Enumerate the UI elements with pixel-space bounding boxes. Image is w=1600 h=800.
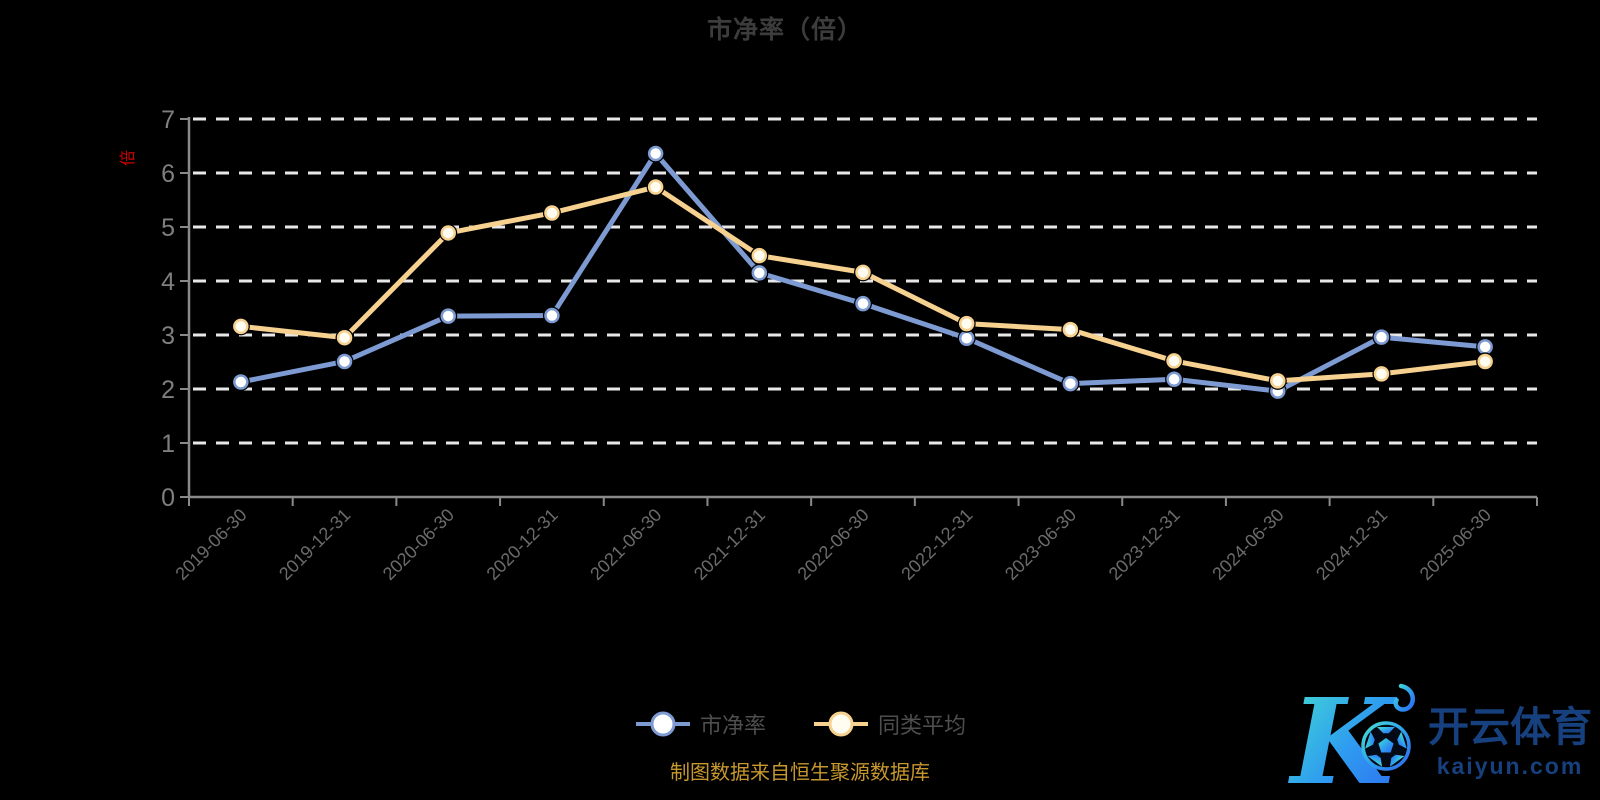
legend-item-avg[interactable]: 同类平均 xyxy=(812,708,966,740)
data-point[interactable] xyxy=(440,225,456,241)
data-point[interactable] xyxy=(647,145,664,162)
kaiyun-logo[interactable]: K 开云体育 kaiyun.com xyxy=(1280,665,1600,795)
data-point[interactable] xyxy=(1166,353,1182,369)
data-point[interactable] xyxy=(958,330,975,346)
y-axis-tick-label: 0 xyxy=(161,484,175,512)
kaiyun-k-mark: K xyxy=(1288,672,1416,795)
data-point[interactable] xyxy=(1477,339,1493,355)
data-point[interactable] xyxy=(233,318,249,335)
legend-item-pb[interactable]: 市净率 xyxy=(634,708,766,740)
data-point[interactable] xyxy=(958,315,975,332)
x-axis-tick-label: 2021-06-30 xyxy=(586,505,665,584)
legend-label-avg: 同类平均 xyxy=(878,713,967,738)
data-point[interactable] xyxy=(751,265,768,281)
axes: 0 1 2 3 4 5 6 7 xyxy=(161,106,1538,512)
data-point[interactable] xyxy=(1373,329,1390,345)
y-axis-tick-label: 1 xyxy=(161,430,175,458)
data-point[interactable] xyxy=(751,247,768,264)
data-point[interactable] xyxy=(233,374,249,390)
data-point[interactable] xyxy=(1062,321,1079,338)
soccer-ball-icon xyxy=(1361,721,1411,771)
logo-domain-text: kaiyun.com xyxy=(1437,753,1584,779)
x-axis-tick-label: 2020-12-31 xyxy=(483,505,562,584)
data-point[interactable] xyxy=(1477,353,1493,370)
x-axis-tick-label: 2025-06-30 xyxy=(1416,505,1495,584)
data-point[interactable] xyxy=(544,205,560,221)
x-axis-tick-label: 2023-06-30 xyxy=(1001,505,1080,584)
y-axis-tick-label: 6 xyxy=(161,160,175,188)
y-axis-tick-label: 7 xyxy=(161,106,175,134)
x-axis-tick-label: 2022-12-31 xyxy=(897,505,976,584)
data-point[interactable] xyxy=(855,264,871,281)
x-axis-tick-label: 2024-06-30 xyxy=(1208,505,1287,584)
x-axis-labels: 2019-06-30 2019-12-31 2020-06-30 2020-12-31… xyxy=(171,505,1495,584)
x-axis-tick-label: 2019-06-30 xyxy=(171,505,250,584)
data-point[interactable] xyxy=(1166,371,1182,388)
data-point[interactable] xyxy=(440,308,456,324)
data-point[interactable] xyxy=(855,295,871,312)
x-axis-tick-label: 2021-12-31 xyxy=(690,505,769,584)
data-point[interactable] xyxy=(336,353,353,370)
legend-marker-pb-icon xyxy=(635,711,690,737)
legend-marker-avg-icon xyxy=(814,711,868,737)
data-point[interactable] xyxy=(1270,373,1286,389)
x-axis-tick-label: 2023-12-31 xyxy=(1105,505,1184,584)
y-axis-tick-label: 2 xyxy=(161,376,175,404)
data-point[interactable] xyxy=(336,329,353,346)
legend-label-pb: 市净率 xyxy=(699,713,766,738)
y-axis-tick-label: 5 xyxy=(161,214,175,242)
x-axis-tick-label: 2024-12-31 xyxy=(1312,505,1391,584)
x-axis-tick-label: 2022-06-30 xyxy=(794,505,873,584)
x-axis-tick-label: 2020-06-30 xyxy=(379,505,458,584)
chart-title: 市净率（倍） xyxy=(706,16,863,44)
data-point[interactable] xyxy=(1373,366,1390,382)
data-point[interactable] xyxy=(1062,375,1079,392)
logo-brand-text: 开云体育 xyxy=(1428,704,1592,750)
data-point[interactable] xyxy=(544,307,560,324)
y-axis-tick-label: 3 xyxy=(161,322,175,350)
logo-swirl-icon xyxy=(1393,683,1416,712)
chart-legend: 市净率 同类平均 xyxy=(0,702,1600,746)
data-source-note: 制图数据来自恒生聚源数据库 xyxy=(670,762,930,784)
x-axis-tick-label: 2019-12-31 xyxy=(275,505,354,584)
series-avg xyxy=(231,178,1495,390)
y-axis-tick-label: 4 xyxy=(161,268,175,296)
data-point[interactable] xyxy=(647,179,664,195)
